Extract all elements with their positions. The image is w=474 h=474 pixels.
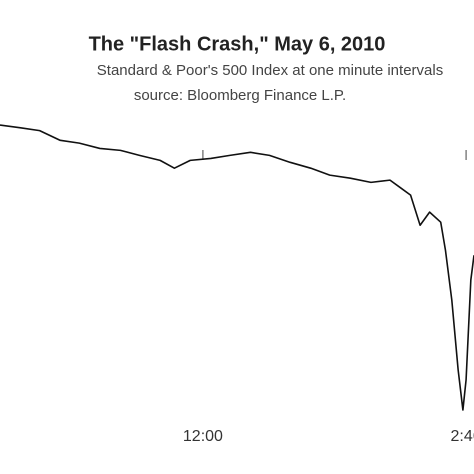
chart-title: The "Flash Crash," May 6, 2010 [89,33,386,55]
chart-source: source: Bloomberg Finance L.P. [134,87,346,104]
price-line [0,124,474,411]
chart-subtitle: Standard & Poor's 500 Index at one minut… [97,62,443,79]
x-tick-label: 2:46 [451,428,474,445]
x-tick-label: 12:00 [183,428,223,445]
